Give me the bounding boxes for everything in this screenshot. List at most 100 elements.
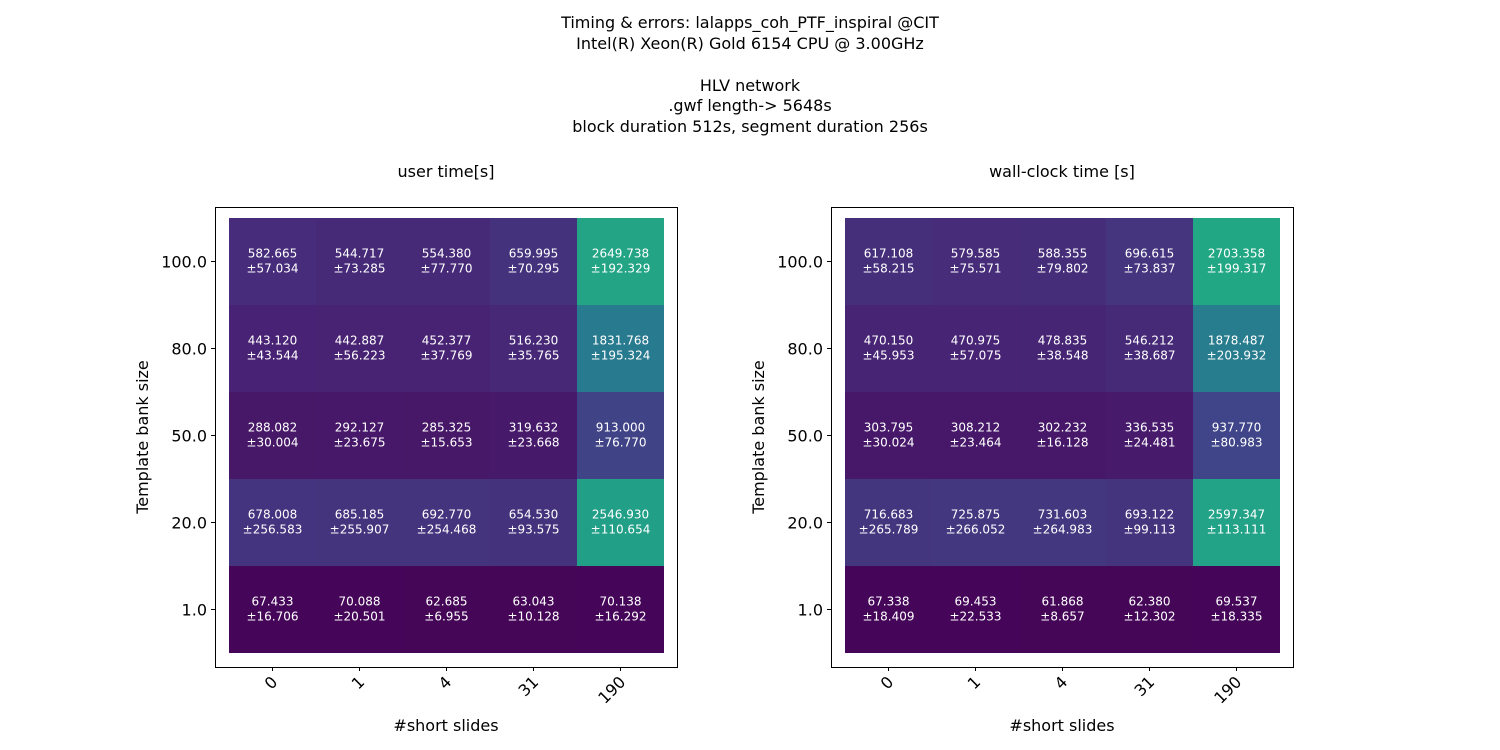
cell-error-label: ±195.324 (591, 349, 651, 363)
cell-value-label: 62.380 (1129, 595, 1171, 609)
cell-value-label: 478.835 (1038, 334, 1088, 348)
cell-error-label: ±8.657 (1040, 610, 1084, 624)
cell-error-label: ±56.223 (333, 349, 385, 363)
heatmap-cell (845, 305, 932, 392)
x-tick-label: 31 (514, 672, 542, 700)
cell-value-label: 442.887 (335, 334, 385, 348)
cell-error-label: ±199.317 (1207, 262, 1267, 276)
cell-value-label: 288.082 (248, 421, 298, 435)
cell-value-label: 303.795 (864, 421, 914, 435)
cell-error-label: ±77.770 (420, 262, 472, 276)
cell-value-label: 69.453 (955, 595, 997, 609)
cell-value-label: 452.377 (422, 334, 472, 348)
cell-value-label: 319.632 (509, 421, 559, 435)
heatmap-cell (403, 305, 490, 392)
cell-value-label: 617.108 (864, 247, 914, 261)
cell-value-label: 292.127 (335, 421, 385, 435)
x-tick-label: 190 (1210, 672, 1245, 707)
heatmap-cell (1106, 392, 1193, 479)
x-tick-label: 190 (594, 672, 629, 707)
heatmap-cell (490, 479, 577, 566)
cell-error-label: ±18.335 (1210, 610, 1262, 624)
cell-value-label: 544.717 (335, 247, 385, 261)
cell-error-label: ±79.802 (1036, 262, 1088, 276)
heatmap-cell (1193, 566, 1280, 653)
heatmap-cell (1106, 218, 1193, 305)
heatmap-cell (1019, 305, 1106, 392)
cell-value-label: 654.530 (509, 508, 559, 522)
heatmap-cell (845, 392, 932, 479)
cell-error-label: ±80.983 (1210, 436, 1262, 450)
cell-value-label: 2649.738 (592, 247, 649, 261)
heatmap-cell (577, 479, 664, 566)
heatmap-cell (577, 566, 664, 653)
cell-value-label: 470.150 (864, 334, 914, 348)
cell-error-label: ±113.111 (1207, 523, 1267, 537)
y-tick-label: 20.0 (787, 514, 823, 533)
cell-error-label: ±20.501 (333, 610, 385, 624)
heatmap-cell (577, 218, 664, 305)
cell-value-label: 693.122 (1125, 508, 1175, 522)
heatmap-cell (1019, 566, 1106, 653)
cell-error-label: ±30.024 (862, 436, 914, 450)
heatmap-cell (316, 305, 403, 392)
cell-error-label: ±266.052 (946, 523, 1006, 537)
cell-error-label: ±203.932 (1207, 349, 1267, 363)
cell-error-label: ±6.955 (424, 610, 468, 624)
cell-error-label: ±16.292 (594, 610, 646, 624)
cell-error-label: ±10.128 (507, 610, 559, 624)
heatmap-cell (229, 479, 316, 566)
cell-error-label: ±265.789 (859, 523, 919, 537)
cell-error-label: ±73.285 (333, 262, 385, 276)
cell-value-label: 67.433 (252, 595, 294, 609)
cell-value-label: 582.665 (248, 247, 298, 261)
heatmap-cell (845, 566, 932, 653)
cell-error-label: ±37.769 (420, 349, 472, 363)
heatmap-cell (1019, 479, 1106, 566)
x-tick-label: 4 (435, 672, 456, 693)
cell-value-label: 696.615 (1125, 247, 1175, 261)
cell-value-label: 308.212 (951, 421, 1001, 435)
heatmap-cell (932, 566, 1019, 653)
x-axis-label: #short slides (1009, 716, 1114, 735)
heatmap-cell (1193, 218, 1280, 305)
cell-error-label: ±75.571 (949, 262, 1001, 276)
heatmap-cell (577, 305, 664, 392)
cell-error-label: ±57.075 (949, 349, 1001, 363)
figure-title-line-2: Intel(R) Xeon(R) Gold 6154 CPU @ 3.00GHz (576, 34, 924, 53)
cell-value-label: 725.875 (951, 508, 1001, 522)
cell-value-label: 579.585 (951, 247, 1001, 261)
cell-value-label: 70.088 (339, 595, 381, 609)
heatmap-cell (229, 218, 316, 305)
y-axis-label: Template bank size (133, 360, 152, 515)
x-axis-label: #short slides (393, 716, 498, 735)
heatmap-cell (403, 392, 490, 479)
cell-error-label: ±16.706 (246, 610, 298, 624)
cell-error-label: ±12.302 (1123, 610, 1175, 624)
heatmap-cell (229, 566, 316, 653)
cell-value-label: 516.230 (509, 334, 559, 348)
heatmap-cell (490, 218, 577, 305)
heatmap-cell (1106, 479, 1193, 566)
cell-value-label: 1831.768 (592, 334, 649, 348)
cell-value-label: 1878.487 (1208, 334, 1265, 348)
cell-error-label: ±192.329 (591, 262, 651, 276)
subplot-title: wall-clock time [s] (989, 162, 1135, 181)
x-tick-label: 1 (964, 672, 985, 693)
cell-error-label: ±76.770 (594, 436, 646, 450)
heatmap-cell (229, 305, 316, 392)
cell-error-label: ±24.481 (1123, 436, 1175, 450)
cell-error-label: ±70.295 (507, 262, 559, 276)
cell-value-label: 546.212 (1125, 334, 1175, 348)
y-axis-label: Template bank size (749, 360, 768, 515)
y-tick-label: 80.0 (171, 340, 207, 359)
cell-value-label: 2703.358 (1208, 247, 1265, 261)
cell-value-label: 554.380 (422, 247, 472, 261)
x-tick-label: 0 (877, 672, 898, 693)
cell-error-label: ±256.583 (243, 523, 303, 537)
heatmap-cell (932, 305, 1019, 392)
y-tick-label: 80.0 (787, 340, 823, 359)
y-tick-label: 1.0 (182, 601, 207, 620)
